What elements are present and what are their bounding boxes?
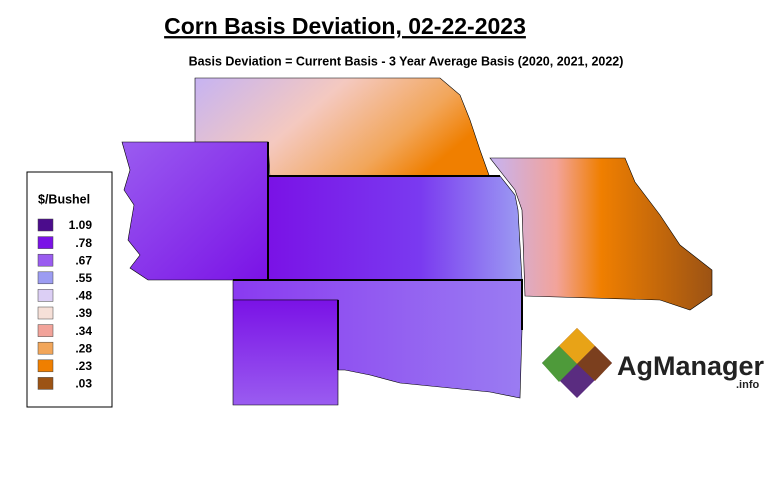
colorado	[121, 141, 269, 281]
kansas	[267, 175, 523, 281]
legend-swatch	[37, 253, 54, 267]
legend-swatch	[37, 236, 54, 249]
legend-label: .48	[75, 289, 92, 303]
legend-swatch	[37, 218, 54, 232]
legend-swatch	[37, 289, 54, 302]
legend-swatch	[37, 377, 54, 390]
legend-label: .34	[75, 324, 92, 338]
legend-label: .39	[75, 306, 92, 320]
logo-cow	[577, 346, 612, 381]
logo-name: AgManager	[617, 351, 765, 381]
legend-label: .78	[75, 236, 92, 250]
legend-swatch	[37, 271, 54, 285]
subtitle: Basis Deviation = Current Basis - 3 Year…	[189, 54, 624, 68]
logo-suffix: .info	[736, 379, 759, 391]
legend-title: $/Bushel	[38, 192, 90, 206]
title: Corn Basis Deviation, 02-22-2023	[164, 13, 526, 39]
state-borders	[233, 142, 523, 370]
legend-items: 1.09 .78 .67 .55 .48 .39 .34 .28 .23 .03	[37, 218, 93, 391]
legend-swatch	[37, 324, 54, 337]
legend-swatch	[37, 306, 54, 320]
legend-swatch	[37, 341, 54, 355]
legend-label: .03	[75, 377, 92, 391]
missouri	[489, 157, 713, 311]
map	[121, 77, 713, 406]
legend-label: .67	[75, 253, 92, 267]
logo: AgManager .info	[542, 328, 765, 398]
texas-panhandle	[232, 299, 339, 406]
legend-swatch	[37, 359, 54, 373]
legend-label: 1.09	[69, 218, 93, 232]
logo-leaf	[542, 346, 577, 382]
legend-label: .28	[75, 341, 92, 355]
legend-label: .23	[75, 359, 92, 373]
legend-label: .55	[75, 271, 92, 285]
